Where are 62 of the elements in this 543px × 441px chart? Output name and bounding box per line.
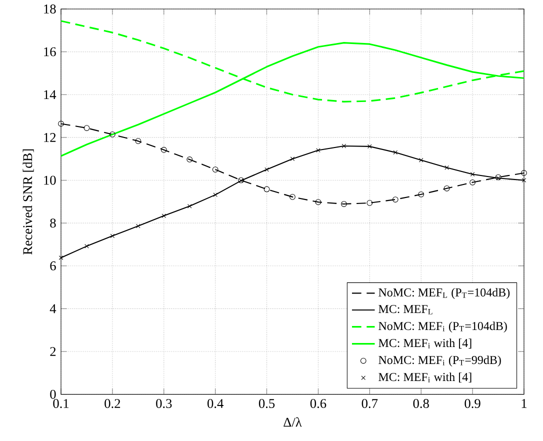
legend-label: NoMC: MEF$_{L}$ (P$_{T}$=104dB) [378, 288, 510, 299]
point [315, 199, 322, 206]
point [84, 125, 90, 131]
point [392, 196, 398, 202]
x-tick-label: 0.6 [310, 399, 326, 408]
x-axis-title: Δ/λ [284, 417, 302, 427]
point [187, 204, 192, 208]
x-tick-label: 0.4 [208, 399, 224, 408]
legend-label: MC: MEF$_{L}$ [378, 305, 432, 314]
point [393, 150, 398, 155]
point [368, 144, 372, 149]
legend-label: MC: MEF$_{i}$ with [4] [378, 372, 472, 383]
point [110, 132, 116, 138]
x-tick-label: 0.5 [258, 399, 275, 408]
point [340, 201, 347, 207]
point [366, 200, 373, 206]
x-tick-label: 0.2 [104, 399, 120, 408]
y-tick-label: 14 [44, 90, 56, 100]
legend-label: NoMC: MEF$_{i}$ (P$_{T}$=99dB) [378, 356, 501, 366]
legend-label: MC: MEF$_{i}$ with [4] [378, 338, 472, 349]
y-tick-label: 2 [50, 347, 56, 356]
y-tick-label: 18 [44, 4, 56, 14]
point [110, 234, 115, 238]
point [186, 156, 193, 162]
x-tick-label: 0.7 [362, 399, 378, 408]
point [521, 170, 527, 176]
point [418, 158, 424, 162]
point [162, 214, 166, 218]
point [522, 178, 526, 182]
point [342, 144, 346, 148]
y-tick-label: 6 [50, 261, 56, 270]
legend-label: NoMC: MEF$_{i}$ (P$_{T}$=104dB) [378, 322, 507, 333]
point [58, 120, 64, 127]
y-tick-label: 10 [44, 176, 56, 185]
point [444, 185, 450, 192]
point [470, 172, 475, 176]
x-tick-label: 0.1 [53, 399, 69, 408]
point [264, 167, 269, 172]
point [316, 148, 320, 152]
y-tick-label: 8 [50, 218, 56, 228]
point [160, 146, 167, 153]
point [290, 156, 295, 161]
point [136, 224, 140, 228]
point [84, 244, 89, 248]
x-tick-label: 0.3 [156, 399, 172, 408]
point [212, 166, 218, 172]
y-axis-title: Received SNR [dB] [22, 149, 34, 255]
point [290, 194, 296, 200]
x-tick-label: 1 [522, 399, 527, 408]
point [58, 256, 64, 260]
point [418, 191, 424, 198]
point [135, 138, 142, 144]
point [213, 192, 218, 197]
point [470, 179, 476, 186]
y-tick-label: 16 [44, 47, 56, 56]
y-tick-label: 12 [44, 133, 56, 142]
y-tick-label: 0 [50, 390, 56, 399]
y-tick-label: 4 [50, 304, 56, 314]
x-tick-label: 0.8 [413, 399, 429, 408]
x-tick-label: 0.9 [464, 399, 480, 408]
point [264, 186, 270, 192]
point [444, 165, 449, 170]
